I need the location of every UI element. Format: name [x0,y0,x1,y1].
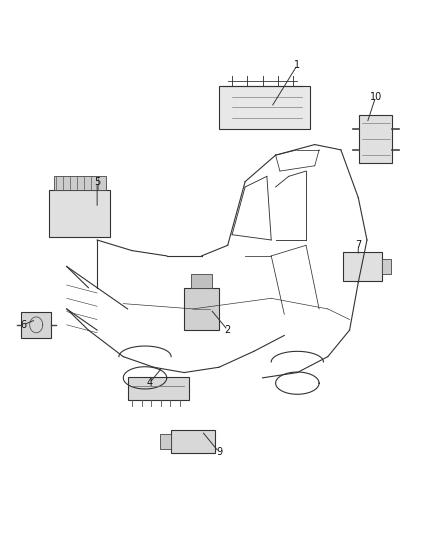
Text: 5: 5 [94,176,100,187]
Bar [21,312,51,338]
Bar [184,288,219,330]
Bar [171,430,215,454]
Bar [53,176,106,190]
Bar [191,274,212,288]
Polygon shape [219,86,311,128]
Bar [127,376,188,400]
Text: 10: 10 [370,92,382,102]
Text: 4: 4 [146,378,152,388]
Bar [359,115,392,163]
Bar [382,259,391,274]
Bar [343,252,382,281]
Text: 6: 6 [20,320,26,330]
Text: 7: 7 [355,240,361,251]
Bar [49,190,110,237]
Text: 1: 1 [294,60,300,70]
Text: 2: 2 [225,325,231,335]
Bar [160,433,171,449]
Text: 9: 9 [216,447,222,457]
